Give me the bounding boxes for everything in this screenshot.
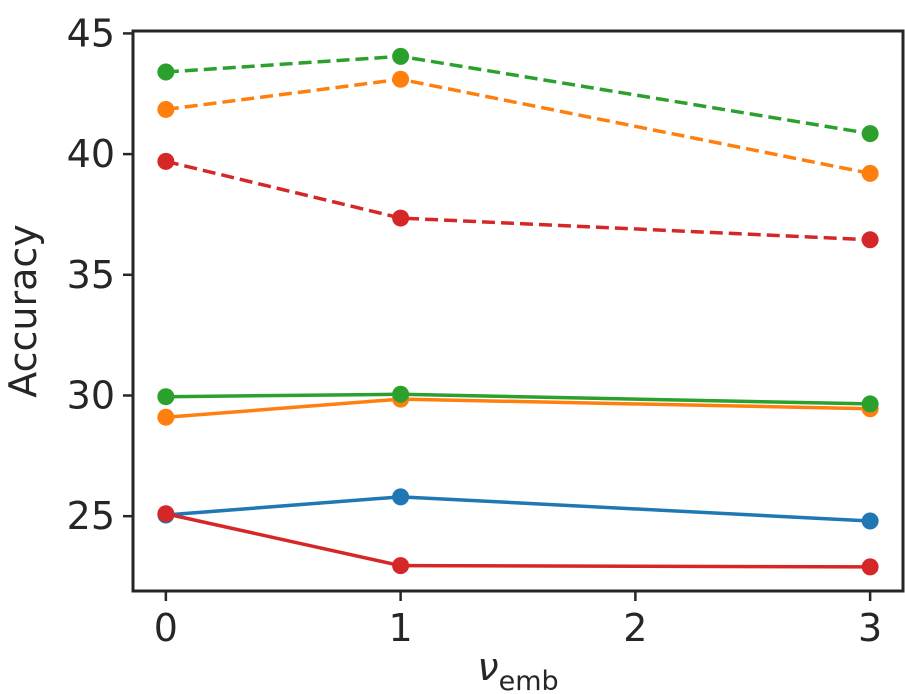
data-point-orange-solid bbox=[157, 408, 175, 426]
series-green-dashed bbox=[157, 47, 879, 143]
x-axis-label: νemb bbox=[477, 645, 558, 694]
y-tick-label: 40 bbox=[67, 132, 115, 176]
x-tick-label: 0 bbox=[154, 606, 178, 650]
series-red-dashed bbox=[157, 152, 879, 249]
x-axis-label-subscript: emb bbox=[499, 666, 559, 694]
x-axis-label-main: ν bbox=[477, 645, 498, 689]
y-axis-label: Accuracy bbox=[1, 224, 45, 398]
series-layer bbox=[157, 47, 879, 576]
series-green-solid bbox=[157, 385, 879, 413]
data-point-red-solid bbox=[861, 558, 879, 576]
data-point-blue-solid bbox=[861, 512, 879, 530]
data-point-red-dashed bbox=[861, 231, 879, 249]
data-point-orange-dashed bbox=[392, 70, 410, 88]
series-blue-solid bbox=[157, 488, 879, 530]
x-tick-label: 2 bbox=[623, 606, 647, 650]
data-point-blue-solid bbox=[392, 488, 410, 506]
data-point-red-solid bbox=[157, 505, 175, 523]
series-line-orange-dashed bbox=[165, 77, 871, 176]
series-line-blue-solid bbox=[165, 495, 871, 523]
y-tick-label: 35 bbox=[67, 253, 115, 297]
data-point-green-dashed bbox=[861, 125, 879, 143]
data-point-red-dashed bbox=[157, 152, 175, 170]
x-tick-label: 1 bbox=[389, 606, 413, 650]
data-point-green-solid bbox=[157, 388, 175, 406]
x-axis: 0 1 2 3 bbox=[154, 591, 882, 650]
y-tick-label: 30 bbox=[67, 373, 115, 417]
y-axis: 25 30 35 40 45 bbox=[67, 11, 133, 538]
plot-frame bbox=[131, 29, 905, 593]
data-point-orange-dashed bbox=[861, 164, 879, 182]
series-red-solid bbox=[157, 505, 879, 576]
data-point-red-solid bbox=[392, 557, 410, 575]
series-orange-dashed bbox=[157, 70, 879, 182]
data-point-green-solid bbox=[392, 385, 410, 403]
series-line-red-dashed bbox=[165, 159, 871, 242]
data-point-green-dashed bbox=[157, 63, 175, 81]
data-point-green-solid bbox=[861, 395, 879, 413]
data-point-red-dashed bbox=[392, 209, 410, 227]
data-point-orange-dashed bbox=[157, 100, 175, 118]
y-tick-label: 25 bbox=[67, 494, 115, 538]
y-tick-label: 45 bbox=[67, 11, 115, 55]
data-point-green-dashed bbox=[392, 47, 410, 65]
series-line-red-solid bbox=[165, 512, 871, 569]
x-tick-label: 3 bbox=[858, 606, 882, 650]
